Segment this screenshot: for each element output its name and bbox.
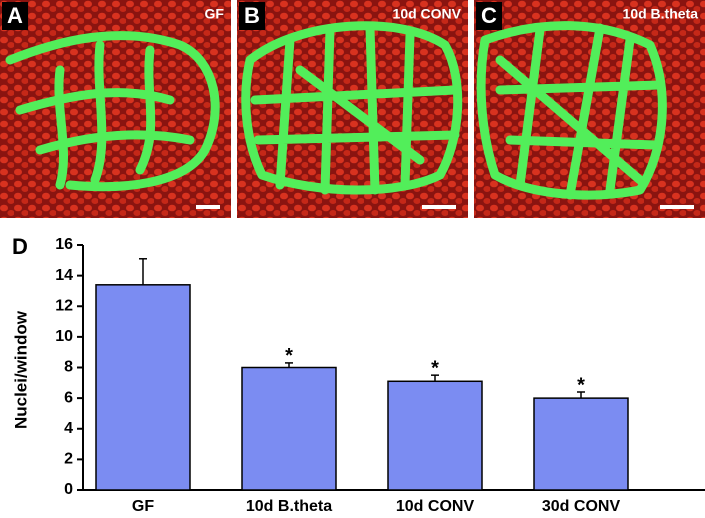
significance-mark: *	[577, 374, 585, 396]
panel-letter: C	[481, 3, 497, 28]
y-tick-label: 2	[64, 451, 73, 468]
significance-mark: *	[285, 345, 293, 367]
significance-mark: *	[431, 357, 439, 379]
panel-letter-bg	[476, 2, 502, 30]
x-tick-label: GF	[132, 498, 154, 515]
panel-letter-bg	[239, 2, 265, 30]
micrograph-b	[237, 0, 468, 218]
y-tick-label: 12	[55, 297, 73, 314]
panel-label: GF	[205, 6, 225, 22]
micrograph-a	[0, 0, 231, 218]
y-tick-label: 8	[64, 359, 73, 376]
x-tick-label: 10d B.theta	[246, 498, 332, 515]
y-axis-label: Nuclei/window	[11, 310, 30, 429]
x-tick-label: 30d CONV	[542, 498, 621, 515]
bar	[95, 284, 191, 491]
bar	[533, 397, 629, 491]
y-tick-label: 4	[64, 420, 73, 437]
bar	[387, 380, 483, 491]
panel-label: 10d B.theta	[623, 6, 699, 22]
x-tick-label: 10d CONV	[396, 498, 475, 515]
y-tick-label: 16	[55, 236, 73, 253]
y-tick-label: 14	[55, 267, 73, 284]
y-tick-label: 10	[55, 328, 73, 345]
y-tick-label: 6	[64, 389, 73, 406]
panel-label: 10d CONV	[393, 6, 462, 22]
scale-bar	[196, 205, 220, 209]
bar	[241, 366, 337, 491]
scale-bar	[660, 205, 694, 209]
y-tick-label: 0	[64, 481, 73, 498]
scale-bar	[422, 205, 456, 209]
panel-letter: B	[244, 3, 260, 28]
panel-letter: A	[7, 3, 23, 28]
panel-letter-bg	[2, 2, 28, 30]
micrograph-c	[474, 0, 705, 218]
panel-letter: D	[12, 234, 28, 259]
